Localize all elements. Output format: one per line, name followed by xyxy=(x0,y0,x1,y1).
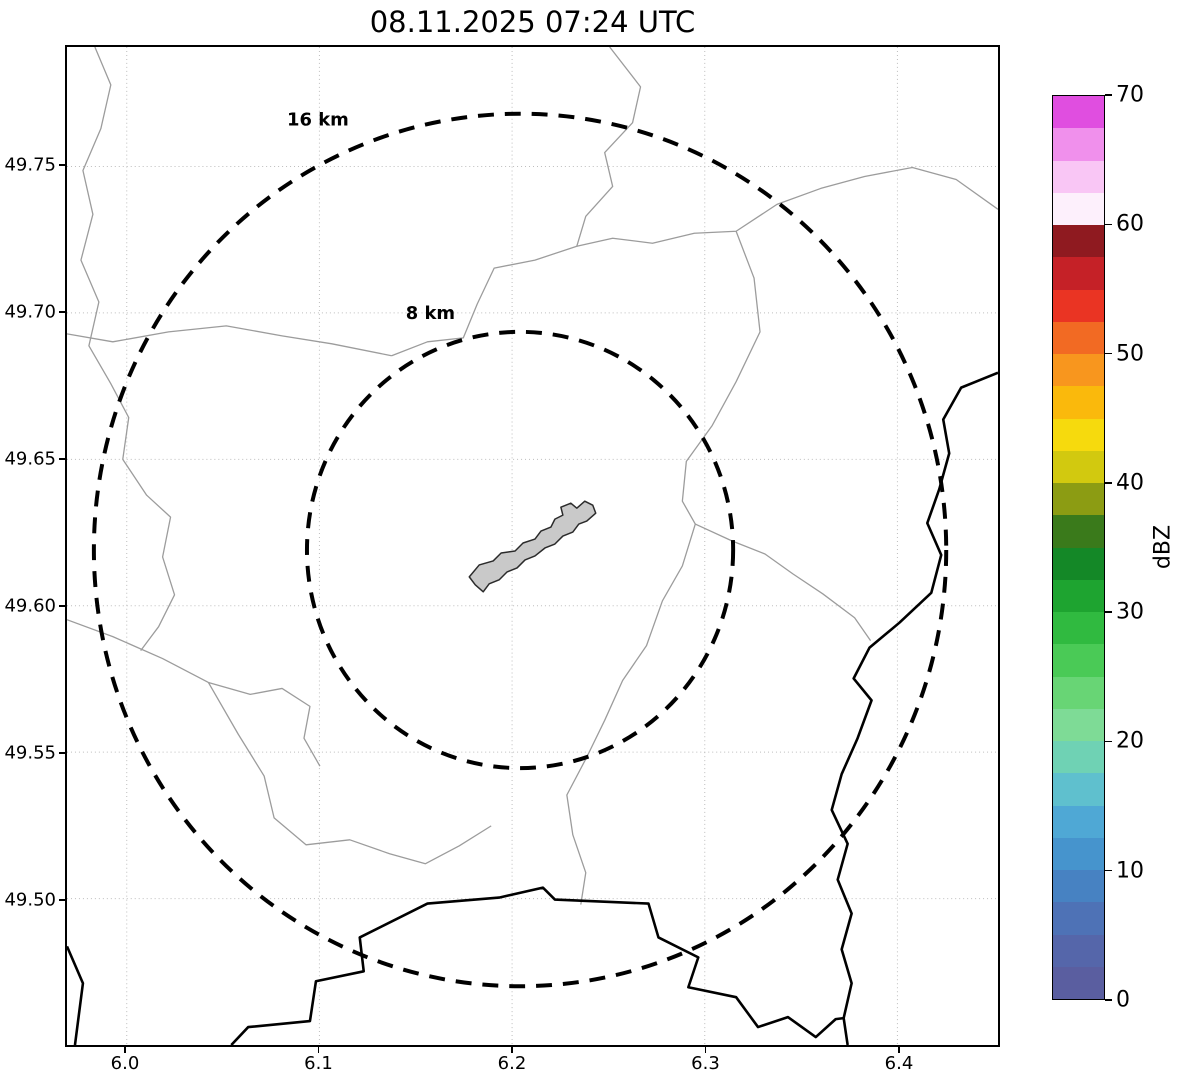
map-plot-area: 16 km 8 km xyxy=(65,45,1000,1047)
y-tick-label: 49.75 xyxy=(4,154,56,176)
admin-boundary-line xyxy=(576,166,998,247)
colorbar-tick-label: 40 xyxy=(1116,470,1144,496)
x-tick-mark xyxy=(704,1047,707,1053)
y-tick-label: 49.70 xyxy=(4,301,56,323)
colorbar-band xyxy=(1053,289,1104,322)
y-tick-label: 49.65 xyxy=(4,448,56,470)
admin-boundary-line xyxy=(67,325,392,357)
colorbar-tick-mark xyxy=(1105,869,1112,872)
colorbar-band xyxy=(1053,257,1104,290)
y-tick-mark xyxy=(59,458,65,460)
colorbar-tick-mark xyxy=(1105,482,1112,484)
admin-boundary-line xyxy=(566,231,761,905)
colorbar-band xyxy=(1053,741,1104,774)
map-canvas: 16 km 8 km xyxy=(67,47,998,1045)
colorbar-tick-label: 70 xyxy=(1116,82,1144,108)
x-tick-mark xyxy=(317,1047,320,1053)
colorbar-tick-label: 10 xyxy=(1116,858,1144,884)
x-tick-label: 6.0 xyxy=(110,1053,140,1074)
x-tick-mark xyxy=(898,1047,900,1053)
colorbar-label: dBZ xyxy=(1150,524,1176,570)
x-tick-label: 6.4 xyxy=(884,1053,914,1074)
colorbar-band xyxy=(1053,837,1104,870)
y-tick-label: 49.50 xyxy=(4,889,56,911)
country-border-line-southwest xyxy=(67,945,85,1045)
admin-boundary-line xyxy=(695,523,872,641)
range-ring-16km-label: 16 km xyxy=(287,110,349,131)
colorbar-tick-label: 60 xyxy=(1116,211,1144,237)
country-border-line-east xyxy=(830,371,998,1045)
y-tick-mark xyxy=(59,752,65,754)
colorbar-band xyxy=(1053,128,1104,161)
colorbar-band xyxy=(1053,612,1104,645)
colorbar-band xyxy=(1053,966,1104,999)
colorbar-band xyxy=(1053,515,1104,548)
colorbar-band xyxy=(1053,354,1104,387)
admin-boundary-line xyxy=(207,682,492,865)
y-tick-mark xyxy=(59,899,65,901)
plot-title: 08.11.2025 07:24 UTC xyxy=(369,5,696,39)
range-ring-8km xyxy=(304,329,736,771)
x-tick-mark xyxy=(124,1047,126,1053)
colorbar-tick-label: 30 xyxy=(1116,599,1144,625)
colorbar-tick-mark xyxy=(1105,999,1112,1001)
country-border-line-south xyxy=(230,886,844,1045)
range-ring-8km-label: 8 km xyxy=(406,303,455,324)
colorbar-band xyxy=(1053,773,1104,806)
admin-boundary-line xyxy=(80,47,176,651)
colorbar-tick-label: 0 xyxy=(1116,987,1130,1013)
colorbar-band xyxy=(1053,805,1104,838)
colorbar-tick-label: 20 xyxy=(1116,728,1144,754)
colorbar-band xyxy=(1053,708,1104,741)
colorbar-tick-mark xyxy=(1105,223,1112,226)
x-tick-label: 6.3 xyxy=(691,1053,720,1074)
grid-lines xyxy=(67,47,998,1045)
colorbar-band xyxy=(1053,870,1104,903)
colorbar-tick-mark xyxy=(1105,352,1112,355)
colorbar-band xyxy=(1053,902,1104,935)
colorbar-band xyxy=(1053,192,1104,225)
colorbar-band xyxy=(1053,386,1104,419)
y-tick-label: 49.55 xyxy=(4,742,56,764)
colorbar-band xyxy=(1053,483,1104,516)
y-tick-mark xyxy=(59,311,65,313)
colorbar-band xyxy=(1053,579,1104,612)
x-tick-label: 6.1 xyxy=(304,1053,333,1074)
colorbar-band xyxy=(1053,321,1104,354)
city-boundary-polygon xyxy=(468,500,597,593)
y-tick-mark xyxy=(59,605,65,607)
colorbar-band xyxy=(1053,418,1104,451)
admin-boundary-line xyxy=(67,619,321,767)
x-tick-mark xyxy=(511,1047,513,1053)
x-tick-label: 6.2 xyxy=(497,1053,527,1074)
colorbar-band xyxy=(1053,676,1104,709)
colorbar-band xyxy=(1053,160,1104,193)
colorbar-band xyxy=(1053,644,1104,677)
colorbar-band xyxy=(1053,547,1104,580)
colorbar-tick-label: 50 xyxy=(1116,341,1144,367)
y-tick-mark xyxy=(59,164,65,166)
colorbar xyxy=(1052,95,1105,1000)
colorbar-band xyxy=(1053,450,1104,483)
y-tick-label: 49.60 xyxy=(4,595,56,617)
colorbar-tick-mark xyxy=(1105,740,1112,743)
colorbar-band xyxy=(1053,96,1104,129)
colorbar-tick-mark xyxy=(1105,611,1112,613)
colorbar-band xyxy=(1053,934,1104,967)
colorbar-tick-mark xyxy=(1105,94,1112,96)
colorbar-band xyxy=(1053,225,1104,258)
